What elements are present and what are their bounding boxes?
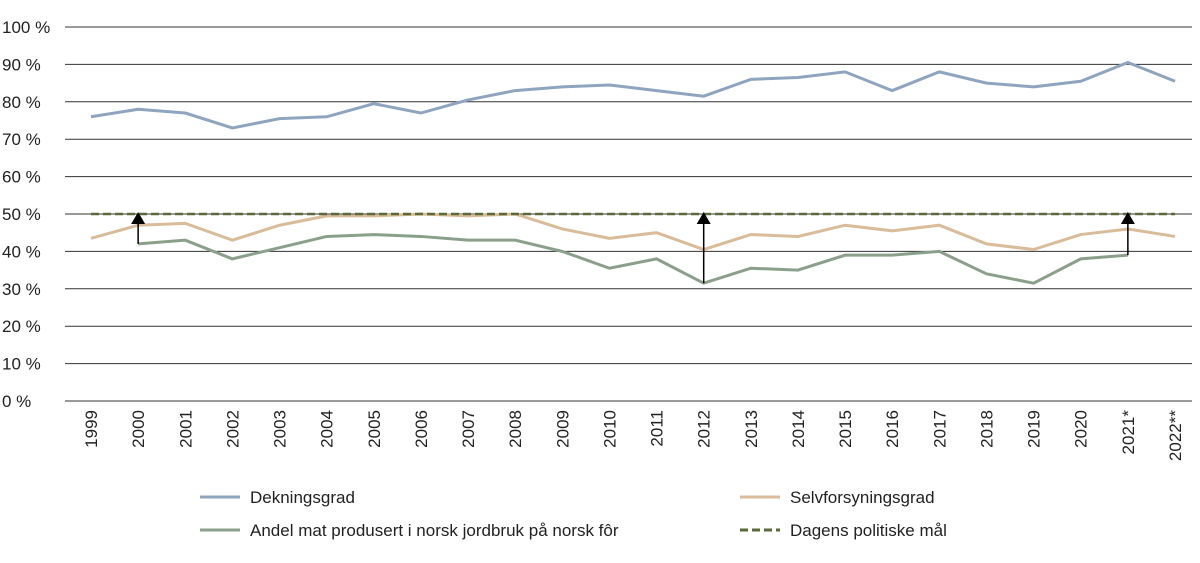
x-tick-label: 2000 bbox=[129, 410, 148, 448]
legend-label: Selvforsyningsgrad bbox=[790, 488, 935, 507]
y-tick-label: 50 % bbox=[2, 205, 41, 224]
x-tick-label: 2018 bbox=[977, 410, 996, 448]
x-tick-label: 2010 bbox=[600, 410, 619, 448]
y-tick-label: 10 % bbox=[2, 355, 41, 374]
series-line bbox=[90, 60, 1176, 130]
arrow-head bbox=[696, 212, 711, 224]
y-tick-label: 60 % bbox=[2, 168, 41, 187]
x-tick-label: 2006 bbox=[412, 410, 431, 448]
legend-label: Dagens politiske mål bbox=[790, 521, 947, 540]
y-tick-label: 80 % bbox=[2, 93, 41, 112]
legend-label: Dekningsgrad bbox=[250, 488, 355, 507]
y-tick-label: 70 % bbox=[2, 130, 41, 149]
y-tick-label: 90 % bbox=[2, 55, 41, 74]
x-tick-label: 2019 bbox=[1025, 410, 1044, 448]
x-tick-label: 2001 bbox=[176, 410, 195, 448]
x-tick-label: 2003 bbox=[271, 410, 290, 448]
x-tick-label: 2014 bbox=[789, 410, 808, 448]
series-line bbox=[138, 233, 1128, 285]
series-line bbox=[90, 212, 1176, 252]
x-tick-label: 2004 bbox=[318, 410, 337, 448]
legend-label: Andel mat produsert i norsk jordbruk på … bbox=[250, 521, 619, 540]
x-tick-label: 2022** bbox=[1166, 410, 1185, 461]
arrow-head bbox=[1120, 212, 1135, 224]
x-tick-label: 2011 bbox=[648, 410, 667, 447]
x-tick-label: 2007 bbox=[459, 410, 478, 448]
x-tick-label: 2021* bbox=[1119, 410, 1138, 455]
x-tick-label: 2012 bbox=[695, 410, 714, 448]
x-tick-label: 2005 bbox=[365, 410, 384, 448]
x-tick-label: 2008 bbox=[506, 410, 525, 448]
y-tick-label: 100 % bbox=[2, 18, 50, 37]
y-tick-label: 30 % bbox=[2, 280, 41, 299]
y-tick-label: 20 % bbox=[2, 317, 41, 336]
y-tick-label: 0 % bbox=[2, 392, 31, 411]
x-tick-label: 2013 bbox=[742, 410, 761, 448]
x-tick-label: 2015 bbox=[836, 410, 855, 448]
y-tick-label: 40 % bbox=[2, 242, 41, 261]
x-tick-label: 2002 bbox=[223, 410, 242, 448]
x-tick-label: 1999 bbox=[82, 410, 101, 448]
arrow-head bbox=[131, 212, 146, 224]
x-tick-label: 2020 bbox=[1072, 410, 1091, 448]
x-tick-label: 2016 bbox=[883, 410, 902, 448]
x-tick-label: 2009 bbox=[553, 410, 572, 448]
x-tick-label: 2017 bbox=[930, 410, 949, 448]
